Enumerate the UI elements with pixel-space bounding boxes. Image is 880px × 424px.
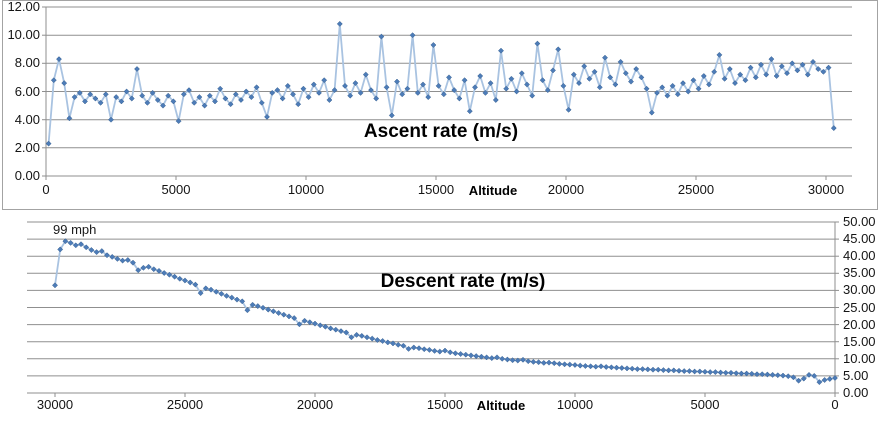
descent-rate-chart: Descent rate (m/s) Altitude 99 mph 30000…	[0, 211, 880, 424]
x-tick-label: 0	[42, 182, 50, 197]
y-tick-label: 10.00	[843, 350, 876, 366]
ascent-rate-chart: Ascent rate (m/s) Altitude 0 5000 10000 150…	[2, 0, 878, 210]
y-tick-label: 2.00	[14, 139, 40, 155]
x-tick-label: 20000	[296, 397, 334, 412]
y-tick-label: 12.00	[7, 0, 40, 15]
descent-plot-canvas	[27, 221, 839, 397]
y-tick-label: 0.00	[843, 385, 869, 400]
y-tick-label: 35.00	[843, 265, 876, 281]
chart-title: Ascent rate (m/s)	[363, 121, 519, 142]
chart-title: Descent rate (m/s)	[380, 271, 546, 292]
y-tick-label: 8.00	[14, 55, 40, 71]
x-tick-label: 25000	[677, 182, 715, 197]
y-tick-label: 30.00	[843, 282, 876, 298]
annotation-99mph: 99 mph	[53, 222, 97, 237]
x-axis-label: Altitude	[476, 398, 526, 413]
y-tick-label: 25.00	[843, 299, 876, 315]
x-tick-label: 10000	[287, 182, 325, 197]
y-tick-label: 40.00	[843, 248, 876, 264]
y-tick-label: 50.00	[843, 214, 876, 229]
y-tick-label: 15.00	[843, 333, 876, 349]
ascent-plot-canvas	[42, 6, 852, 180]
x-tick-label: 5000	[161, 182, 191, 197]
x-tick-label: 25000	[166, 397, 204, 412]
x-tick-label: 30000	[807, 182, 845, 197]
x-tick-label: 15000	[426, 397, 464, 412]
y-tick-label: 4.00	[14, 111, 40, 127]
y-tick-label: 5.00	[843, 367, 869, 383]
y-tick-label: 6.00	[14, 83, 40, 99]
x-tick-label: 10000	[556, 397, 594, 412]
x-tick-label: 15000	[417, 182, 455, 197]
y-tick-label: 10.00	[7, 27, 40, 43]
x-tick-label: 0	[831, 397, 839, 412]
x-axis-label: Altitude	[468, 183, 518, 198]
y-tick-label: 0.00	[14, 168, 40, 183]
y-tick-label: 45.00	[843, 231, 876, 247]
x-tick-label: 5000	[690, 397, 720, 412]
x-tick-label: 20000	[547, 182, 585, 197]
y-tick-label: 20.00	[843, 316, 876, 332]
x-tick-label: 30000	[36, 397, 74, 412]
